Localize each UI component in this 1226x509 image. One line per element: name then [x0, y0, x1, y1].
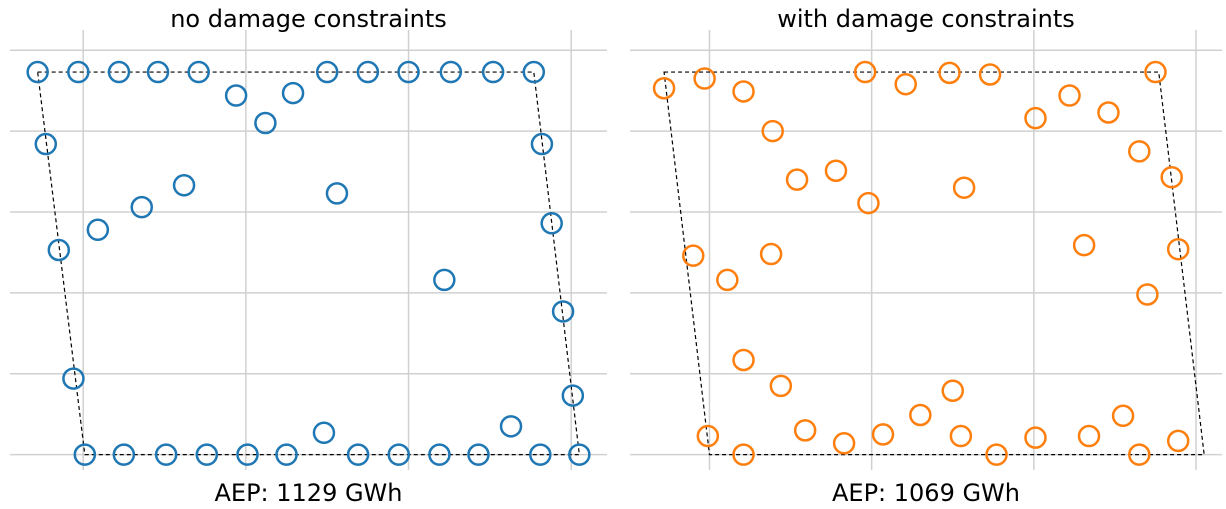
chart-title: no damage constraints	[170, 5, 447, 33]
x-axis-label: AEP: 1069 GWh	[832, 479, 1020, 507]
turbine-point	[824, 159, 848, 182]
turbine-point	[732, 348, 755, 372]
turbine-point	[952, 176, 976, 199]
turbine-point	[1111, 404, 1135, 428]
turbine-point	[107, 60, 131, 84]
turbine-point	[894, 72, 917, 96]
turbine-point	[387, 443, 411, 466]
turbine-point	[195, 443, 219, 466]
turbine-point	[832, 432, 856, 455]
turbine-point	[1166, 429, 1190, 453]
turbine-point	[112, 443, 136, 466]
turbine-point	[1072, 233, 1096, 257]
turbine-point	[716, 268, 739, 292]
turbine-point	[67, 60, 90, 84]
turbine-point	[154, 443, 178, 466]
turbine-point	[938, 61, 961, 85]
turbine-point	[346, 443, 370, 466]
turbine-point	[1160, 165, 1183, 189]
turbine-point	[26, 60, 49, 84]
turbine-point	[397, 60, 420, 84]
turbine-point	[356, 60, 380, 84]
turbine-point	[325, 182, 349, 205]
turbine-point	[281, 81, 305, 105]
turbine-point	[428, 443, 451, 466]
turbine-point	[761, 119, 784, 143]
turbine-point	[732, 80, 755, 103]
turbine-point	[985, 443, 1008, 466]
turbine-point	[312, 421, 336, 445]
turbine-point	[871, 423, 895, 446]
turbine-point	[433, 268, 456, 292]
turbine-point	[732, 443, 755, 466]
turbine-point	[172, 174, 196, 197]
turbine-point	[47, 238, 71, 262]
turbine-point	[696, 424, 720, 448]
turbine-point	[1058, 84, 1081, 107]
turbine-point	[522, 60, 546, 84]
turbine-point	[853, 60, 877, 84]
turbine-point	[34, 132, 58, 156]
turbine-point	[759, 242, 783, 266]
turbine-point	[62, 367, 85, 390]
boundary	[663, 71, 1205, 456]
turbine-point	[682, 244, 705, 267]
turbine-point	[540, 212, 563, 235]
turbine-point	[224, 84, 248, 107]
turbine-point	[909, 403, 932, 427]
turbine-point	[793, 419, 817, 442]
turbine-point	[1097, 101, 1120, 124]
turbine-point	[1136, 283, 1159, 306]
turbine-point	[857, 191, 880, 215]
turbine-point	[130, 195, 154, 219]
turbine-point	[275, 443, 298, 466]
turbine-point	[236, 443, 259, 466]
turbine-point	[73, 443, 97, 466]
turbine-point	[568, 443, 591, 466]
boundary	[36, 71, 581, 456]
turbine-point	[530, 132, 554, 156]
turbine-point	[561, 384, 585, 407]
turbine-point	[941, 379, 965, 402]
turbine-point	[315, 60, 339, 84]
turbine-point	[187, 60, 210, 84]
turbine-point	[86, 218, 110, 242]
turbine-point	[1166, 237, 1190, 261]
turbine-point	[529, 443, 552, 466]
turbine-point	[1144, 60, 1167, 84]
turbine-point	[652, 76, 676, 100]
turbine-point	[551, 300, 575, 323]
turbine-point	[949, 424, 973, 448]
turbine-point	[254, 111, 277, 135]
turbine-point	[439, 60, 463, 84]
x-axis-label: AEP: 1129 GWh	[214, 479, 402, 507]
chart-title: with damage constraints	[777, 5, 1075, 33]
turbine-point	[693, 67, 716, 90]
turbine-point	[467, 443, 490, 466]
turbine-point	[1077, 424, 1101, 448]
turbine-point	[1024, 426, 1047, 449]
turbine-point	[769, 374, 793, 398]
turbine-point	[1024, 106, 1047, 130]
turbine-point	[1128, 443, 1151, 466]
turbine-point	[481, 60, 505, 84]
turbine-point	[785, 168, 809, 191]
turbine-point	[146, 60, 170, 84]
turbine-point	[1128, 140, 1151, 163]
turbine-point	[499, 415, 523, 438]
turbine-point	[978, 63, 1002, 86]
